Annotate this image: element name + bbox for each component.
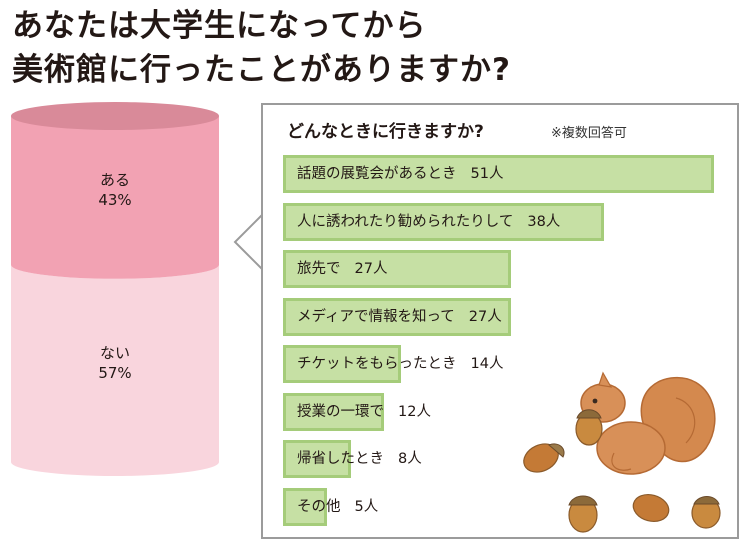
bar-category: 帰省したとき <box>297 451 384 467</box>
bar-2 <box>283 250 512 288</box>
bar-label-7: その他 5人 <box>297 488 378 526</box>
bar-category: 旅先で <box>297 261 341 277</box>
cylinder-top <box>11 102 219 130</box>
bar-7 <box>283 487 327 526</box>
bar-label-6: 帰省したとき 8人 <box>297 440 422 478</box>
squirrel-illustration <box>523 371 721 533</box>
bar-4 <box>283 345 402 383</box>
bar-category: 人に誘われたり勧められたりして <box>297 213 514 230</box>
bar-category: チケットをもらったとき <box>297 356 457 372</box>
bar-category: 話題の展覧会があるとき <box>297 166 457 182</box>
bar-value: 5人 <box>354 498 379 515</box>
bar-value: 14人 <box>470 356 504 372</box>
title-line-1: あなたは大学生になってから <box>12 8 427 44</box>
bar-0 <box>283 155 714 193</box>
bar-value: 12人 <box>398 403 431 420</box>
bar-value: 38人 <box>527 213 561 230</box>
multiple-answer-note: ※複数回答可 <box>551 126 627 141</box>
bar-3 <box>283 297 512 336</box>
reasons-panel: どんなときに行きますか? ※複数回答可 話題の展覧会があるとき 51人人に誘われた… <box>261 103 739 539</box>
bar-label-2: 旅先で 27人 <box>297 250 387 288</box>
bar-label-5: 授業の一環で 12人 <box>297 393 431 431</box>
bar-label-1: 人に誘われたり勧められたりして 38人 <box>297 203 560 241</box>
slice-label-no: ない 57% <box>98 344 132 383</box>
bar-6 <box>283 440 351 478</box>
bar-category: 授業の一環で <box>297 403 384 420</box>
bar-category: その他 <box>297 498 341 515</box>
bar-value: 8人 <box>398 451 422 467</box>
bar-1 <box>283 202 605 241</box>
bar-label-4: チケットをもらったとき 14人 <box>297 345 503 383</box>
bar-category: メディアで情報を知って <box>297 308 455 325</box>
slice-no <box>11 264 219 476</box>
cylinder-chart <box>11 102 219 476</box>
chart-title: あなたは大学生になってから 美術館に行ったことがありますか? <box>12 4 732 92</box>
bar-label-0: 話題の展覧会があるとき 51人 <box>297 155 503 193</box>
title-line-2: 美術館に行ったことがありますか? <box>12 52 511 88</box>
bar-value: 51人 <box>470 166 504 182</box>
bar-value: 27人 <box>468 308 502 325</box>
bar-label-3: メディアで情報を知って 27人 <box>297 298 502 336</box>
slice-yes <box>11 116 219 279</box>
bar-chart-title: どんなときに行きますか? <box>287 122 484 142</box>
bar-5 <box>283 392 385 431</box>
slice-label-yes: ある 43% <box>98 171 132 210</box>
bar-value: 27人 <box>354 261 388 277</box>
